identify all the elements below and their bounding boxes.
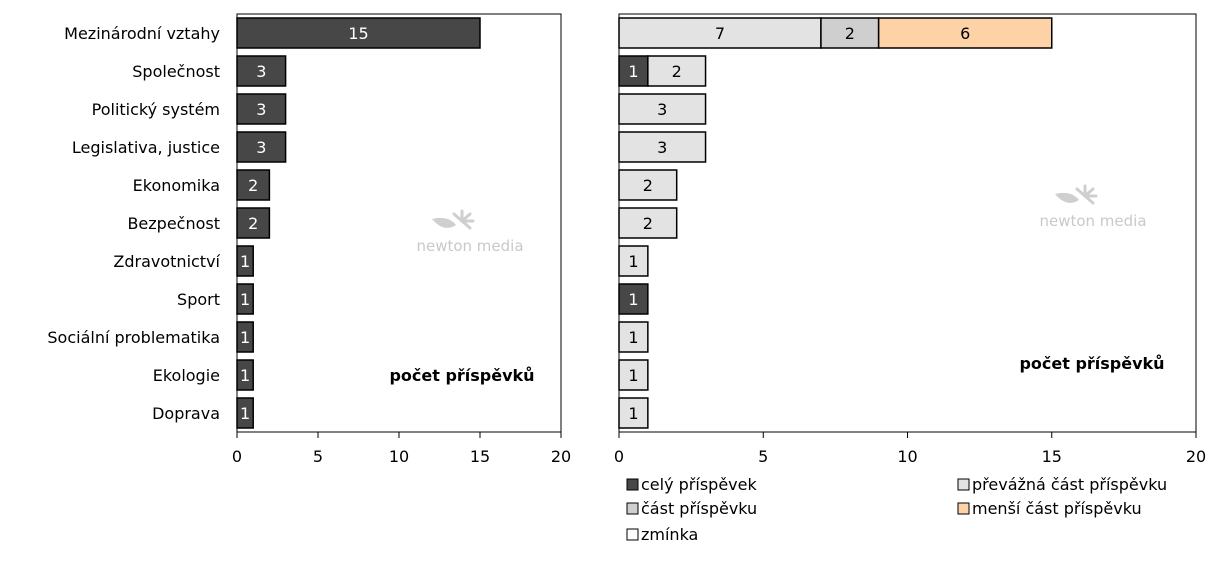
bar-segment [618,321,649,353]
bar-segment [618,131,707,163]
watermark-bird [432,217,456,228]
category-label: Bezpečnost [127,214,220,233]
data-label: 15 [348,24,368,43]
legend: celý příspěvek převážná část příspěvku čás… [626,475,1167,544]
legend-label: menší část příspěvku [972,499,1142,518]
category-label: Mezinárodní vztahy [64,24,220,43]
bar-segment [618,283,649,315]
data-label: 2 [248,214,258,233]
x-tick-label: 15 [470,447,490,466]
x-tick-label: 0 [614,447,624,466]
data-label: 1 [628,404,638,423]
bar-segment [236,245,254,277]
data-label: 7 [715,24,725,43]
watermark-text: newton media [1039,212,1146,230]
x-tick-label: 0 [232,447,242,466]
category-label: Ekologie [153,366,220,385]
bar-segment [618,169,678,201]
legend-label: část příspěvku [641,499,757,518]
bar-segment [236,93,287,125]
bar-segment [618,93,707,125]
watermark-text: newton media [416,237,523,255]
watermark-bird [1055,192,1079,203]
watermark: newton media [416,209,524,255]
watermark-ray [460,219,472,230]
x-tick-label: 15 [1042,447,1062,466]
x-tick-label: 10 [389,447,409,466]
category-label: Sociální problematika [47,328,220,347]
axis-caption: počet příspěvků [1019,354,1164,373]
data-label: 1 [240,290,250,309]
data-label: 3 [657,138,667,157]
watermark-logo-icon [1055,184,1098,205]
bar-segment [236,359,254,391]
watermark: newton media [1039,184,1147,230]
category-label: Ekonomika [133,176,220,195]
bar-segment [820,17,880,49]
x-tick-label: 10 [897,447,917,466]
data-label: 6 [960,24,970,43]
category-label: Sport [177,290,220,309]
data-label: 2 [845,24,855,43]
watermark-logo-icon [432,209,475,230]
data-label: 2 [248,176,258,195]
category-label: Politický systém [92,100,220,119]
bar-segment [236,321,254,353]
bar-segment [236,169,271,201]
category-label: Společnost [132,62,220,81]
x-tick-label: 5 [313,447,323,466]
legend-swatch [626,528,639,541]
data-label: 1 [628,328,638,347]
legend-swatch [626,478,639,491]
category-label: Zdravotnictví [113,252,220,271]
bar-segment [236,207,271,239]
data-label: 2 [672,62,682,81]
data-label: 3 [256,100,266,119]
bar-segment [647,55,707,87]
legend-label: celý příspěvek [641,475,757,494]
bar-segment [236,55,287,87]
watermark-ray [1075,187,1087,198]
axis-caption: počet příspěvků [389,366,534,385]
bar-segment [618,397,649,429]
bar-segment [877,17,1053,49]
legend-label: převážná část příspěvku [972,475,1167,494]
legend-label: zmínka [641,525,698,544]
data-label: 3 [256,62,266,81]
bar-segment [236,397,254,429]
x-tick-label: 5 [758,447,768,466]
x-tick-label: 20 [551,447,571,466]
legend-swatch [957,502,970,515]
category-label: Legislativa, justice [72,138,220,157]
bar-segment [618,207,678,239]
data-label: 3 [657,100,667,119]
data-label: 1 [628,290,638,309]
legend-swatch [626,502,639,515]
data-label: 1 [240,328,250,347]
bar-segment [236,131,287,163]
category-label: Doprava [152,404,220,423]
bar-segment [618,245,649,277]
bar-segment [236,17,481,49]
data-label: 3 [256,138,266,157]
data-label: 1 [628,62,638,81]
data-label: 2 [643,214,653,233]
bar-segment [236,283,254,315]
data-label: 1 [628,252,638,271]
bar-segment [618,17,822,49]
data-label: 1 [240,404,250,423]
watermark-ray [452,212,464,223]
x-tick-label: 20 [1186,447,1206,466]
data-label: 1 [628,366,638,385]
legend-swatch [957,478,970,491]
watermark-ray [1083,194,1095,205]
data-label: 1 [240,366,250,385]
bar-segment [618,359,649,391]
bar-segment [618,55,649,87]
data-label: 1 [240,252,250,271]
data-label: 2 [643,176,653,195]
